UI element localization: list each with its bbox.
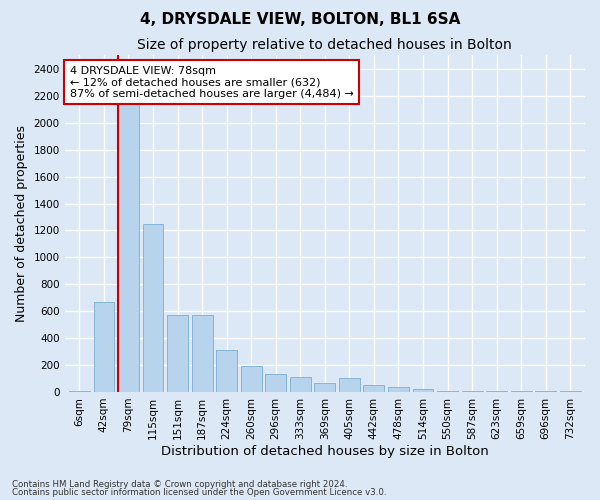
Bar (118, 96, 139, 392)
Text: 4 DRYSDALE VIEW: 78sqm
← 12% of detached houses are smaller (632)
87% of semi-de: 4 DRYSDALE VIEW: 78sqm ← 12% of detached… (70, 66, 354, 98)
Bar (290, 377, 311, 392)
Bar (437, 390, 458, 392)
Title: Size of property relative to detached houses in Bolton: Size of property relative to detached ho… (137, 38, 512, 52)
Bar (69, 390, 90, 392)
Bar (167, 315, 188, 392)
Bar (388, 387, 409, 392)
Bar (486, 390, 507, 392)
Bar (413, 390, 433, 392)
Bar (216, 350, 237, 392)
Text: Contains HM Land Registry data © Crown copyright and database right 2024.: Contains HM Land Registry data © Crown c… (12, 480, 347, 489)
Bar (241, 366, 262, 392)
Bar (314, 382, 335, 392)
X-axis label: Distribution of detached houses by size in Bolton: Distribution of detached houses by size … (161, 444, 489, 458)
Bar (191, 315, 212, 392)
Bar (339, 378, 360, 392)
Bar (143, 224, 163, 392)
Bar (265, 374, 286, 392)
Y-axis label: Number of detached properties: Number of detached properties (15, 125, 28, 322)
Text: 4, DRYSDALE VIEW, BOLTON, BL1 6SA: 4, DRYSDALE VIEW, BOLTON, BL1 6SA (140, 12, 460, 28)
Bar (461, 390, 482, 392)
Bar (94, 302, 115, 392)
Text: Contains public sector information licensed under the Open Government Licence v3: Contains public sector information licen… (12, 488, 386, 497)
Bar (364, 385, 385, 392)
